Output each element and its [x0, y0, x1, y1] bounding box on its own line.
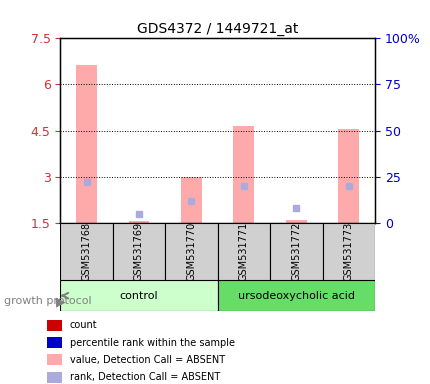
- Text: GSM531769: GSM531769: [134, 222, 144, 281]
- Text: percentile rank within the sample: percentile rank within the sample: [70, 338, 234, 348]
- FancyBboxPatch shape: [47, 354, 62, 365]
- FancyBboxPatch shape: [47, 372, 62, 382]
- Title: GDS4372 / 1449721_at: GDS4372 / 1449721_at: [137, 22, 298, 36]
- Bar: [128, 221, 149, 223]
- Text: control: control: [120, 291, 158, 301]
- Text: growth protocol: growth protocol: [4, 296, 92, 306]
- Text: ▶: ▶: [56, 295, 65, 308]
- Text: GSM531770: GSM531770: [186, 222, 196, 281]
- FancyBboxPatch shape: [322, 223, 374, 280]
- Bar: [233, 126, 254, 223]
- Text: GSM531773: GSM531773: [343, 222, 353, 281]
- FancyBboxPatch shape: [60, 223, 113, 280]
- Text: rank, Detection Call = ABSENT: rank, Detection Call = ABSENT: [70, 372, 219, 382]
- Text: ursodeoxycholic acid: ursodeoxycholic acid: [237, 291, 354, 301]
- FancyBboxPatch shape: [270, 223, 322, 280]
- FancyBboxPatch shape: [47, 320, 62, 331]
- FancyBboxPatch shape: [60, 280, 217, 311]
- Bar: [285, 220, 306, 223]
- Text: GSM531772: GSM531772: [291, 222, 301, 281]
- Text: count: count: [70, 320, 97, 330]
- Bar: [76, 65, 97, 223]
- FancyBboxPatch shape: [165, 223, 217, 280]
- Bar: [181, 177, 202, 223]
- FancyBboxPatch shape: [217, 223, 270, 280]
- FancyBboxPatch shape: [113, 223, 165, 280]
- Text: value, Detection Call = ABSENT: value, Detection Call = ABSENT: [70, 355, 224, 365]
- FancyBboxPatch shape: [217, 280, 374, 311]
- Text: GSM531771: GSM531771: [238, 222, 248, 281]
- FancyBboxPatch shape: [47, 337, 62, 348]
- Bar: [338, 129, 359, 223]
- Text: GSM531768: GSM531768: [81, 222, 91, 281]
